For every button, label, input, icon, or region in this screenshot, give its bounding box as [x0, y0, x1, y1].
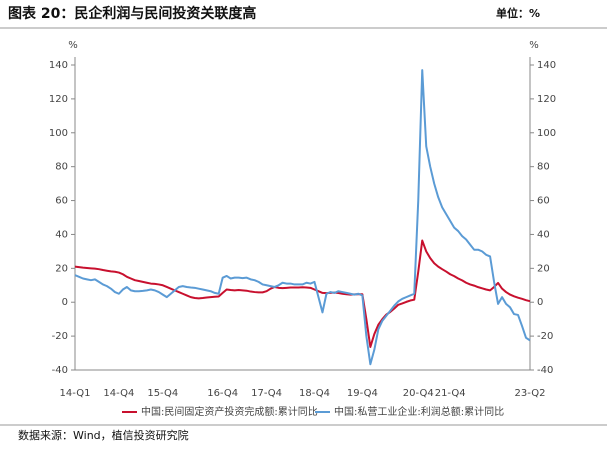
y2-tick-label: -20	[537, 331, 553, 342]
legend-label: 中国:私营工业企业:利润总额:累计同比	[334, 405, 504, 418]
x-tick-label: 14-Q1	[60, 388, 91, 399]
source-note: 数据来源：Wind，植信投资研究院	[18, 428, 189, 442]
x-tick-label: 16-Q4	[207, 388, 238, 399]
x-tick-label: 19-Q4	[347, 388, 378, 399]
y2-tick-label: 60	[537, 196, 550, 207]
series-line	[74, 69, 531, 366]
y-tick-label: 80	[55, 162, 68, 173]
x-tick-label: 14-Q4	[103, 388, 134, 399]
x-tick-label: 21-Q4	[435, 388, 466, 399]
y-tick-label: 40	[55, 229, 68, 240]
unit-label: 单位：%	[496, 6, 540, 20]
y2-tick-label: 40	[537, 229, 550, 240]
y-tick-label: 20	[55, 263, 68, 274]
y2-tick-label: 120	[537, 94, 556, 105]
y2-tick-label: 80	[537, 162, 550, 173]
y2-axis-unit: %	[529, 40, 539, 51]
y2-tick-label: 140	[537, 60, 556, 71]
x-tick-label: 15-Q4	[147, 388, 178, 399]
y-tick-label: 0	[62, 297, 68, 308]
legend-label: 中国:民间固定资产投资完成额:累计同比	[141, 405, 318, 418]
x-tick-label: 18-Q4	[299, 388, 330, 399]
y-tick-label: 60	[55, 196, 68, 207]
y-tick-label: 100	[49, 128, 68, 139]
series-line	[74, 239, 531, 348]
x-tick-label: 17-Q4	[251, 388, 282, 399]
y-tick-label: 120	[49, 94, 68, 105]
chart-title: 图表 20：民企利润与民间投资关联度高	[8, 5, 256, 22]
y-tick-label: 140	[49, 60, 68, 71]
y2-tick-label: 100	[537, 128, 556, 139]
y2-tick-label: 0	[537, 297, 543, 308]
y-tick-label: -40	[52, 365, 68, 376]
y2-tick-label: 20	[537, 263, 550, 274]
y2-tick-label: -40	[537, 365, 553, 376]
y-axis-unit: %	[68, 40, 78, 51]
y-tick-label: -20	[52, 331, 68, 342]
x-tick-label: 23-Q2	[515, 388, 546, 399]
x-tick-label: 20-Q4	[403, 388, 434, 399]
